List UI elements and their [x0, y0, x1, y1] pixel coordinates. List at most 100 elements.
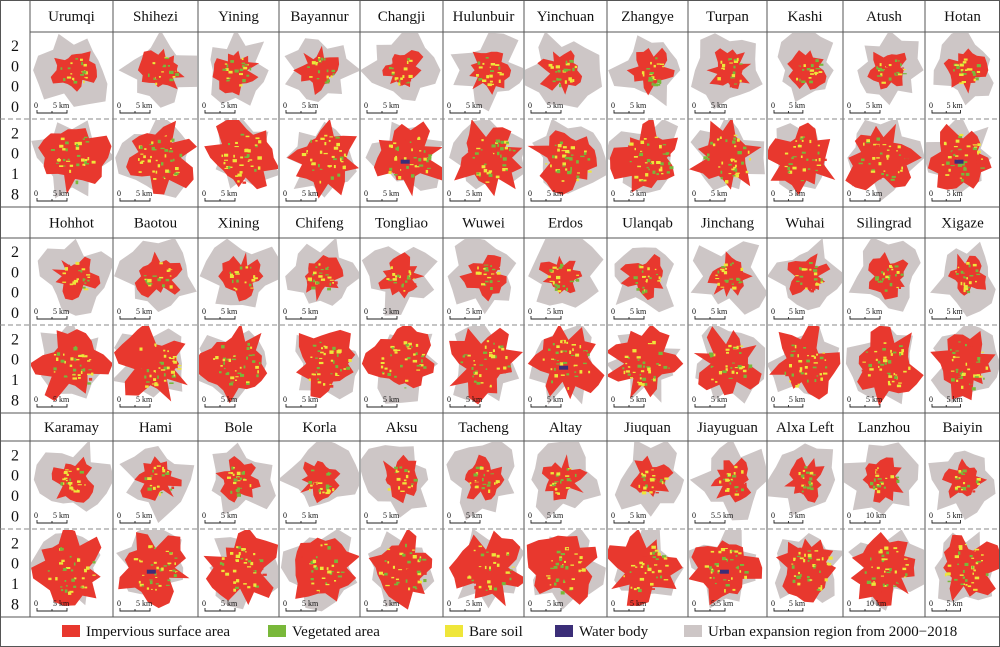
urban-land-patch	[373, 121, 442, 197]
scale-bar-zero: 0	[202, 307, 206, 316]
scale-bar-zero: 0	[771, 307, 775, 316]
scale-bar: 0 5 km	[202, 101, 238, 114]
scale-bar-length: 5 km	[302, 599, 319, 608]
urban-land-patch	[942, 458, 988, 499]
scale-bar: 0 5 km	[771, 511, 806, 524]
scale-bar-zero: 0	[283, 101, 287, 110]
urban-land-patch	[927, 123, 992, 190]
urban-land-patch	[948, 253, 987, 296]
urban-land-patch	[862, 457, 904, 503]
scale-bar-length: 5 km	[630, 307, 647, 316]
legend-item: Bare soil	[445, 624, 523, 640]
city-map	[361, 246, 438, 316]
scale-bar-length: 10 km	[866, 511, 887, 520]
year-digit: 0	[11, 99, 19, 116]
urban-land-patch	[768, 122, 836, 195]
city-map	[280, 442, 359, 507]
legend-swatch	[555, 625, 573, 637]
scale-bar-length: 5.5 km	[711, 511, 734, 520]
year-digit: 0	[11, 468, 19, 485]
urban-land-patch	[527, 130, 598, 195]
scale-bar: 0 5 km	[611, 101, 647, 114]
scale-bar-length: 5 km	[547, 395, 564, 404]
scale-bar-length: 5 km	[547, 511, 564, 520]
scale-bar-length: 5 km	[711, 101, 728, 110]
city-map	[284, 38, 359, 102]
scale-bar-zero: 0	[117, 189, 121, 198]
city-map	[33, 442, 112, 512]
scale-bar-length: 5 km	[789, 599, 806, 608]
scale-bar: 0 5 km	[528, 511, 564, 524]
scale-bar: 0 5 km	[528, 189, 564, 202]
scale-bar: 0 5.5 km	[692, 599, 734, 612]
city-map	[31, 326, 112, 402]
scale-bar: 0 5 km	[447, 307, 483, 320]
city-map	[768, 239, 842, 311]
city-map	[857, 33, 924, 106]
year-digit: 2	[11, 447, 19, 464]
scale-bar-zero: 0	[34, 395, 38, 404]
city-map	[367, 530, 435, 610]
year-digit: 2	[11, 125, 19, 142]
scale-bar-zero: 0	[117, 395, 121, 404]
scale-bar-zero: 0	[117, 599, 121, 608]
urban-land-patch	[857, 326, 924, 406]
scale-bar: 0 5 km	[364, 307, 400, 320]
urban-land-patch	[930, 330, 996, 401]
scale-bar-zero: 0	[692, 189, 696, 198]
scale-bar-length: 5 km	[789, 189, 806, 198]
scale-bar: 0 5 km	[117, 101, 153, 114]
urban-land-patch	[134, 456, 182, 501]
urban-land-patch	[943, 48, 989, 94]
scale-bar: 0 5 km	[929, 307, 964, 320]
scale-bar-length: 5 km	[383, 189, 400, 198]
urban-land-patch	[850, 532, 916, 607]
scale-bar: 0 5 km	[202, 189, 238, 202]
city-map	[33, 33, 108, 107]
year-digit: 2	[11, 331, 19, 348]
city-name: Xining	[218, 216, 260, 232]
scale-bar-zero: 0	[847, 511, 851, 520]
city-name: Ulanqab	[622, 216, 673, 232]
scale-bar-zero: 0	[283, 189, 287, 198]
urban-land-patch	[620, 254, 664, 301]
urban-land-patch	[383, 454, 418, 504]
city-name: Silingrad	[857, 216, 912, 232]
scale-bar-length: 5 km	[789, 101, 806, 110]
scale-bar-zero: 0	[929, 101, 933, 110]
scale-bar-zero: 0	[283, 599, 287, 608]
year-label: 2018	[11, 125, 19, 203]
scale-bar: 0 5 km	[929, 511, 964, 524]
urban-land-patch	[710, 457, 752, 503]
scale-bar-length: 5 km	[866, 307, 883, 316]
city-map	[608, 35, 681, 107]
scale-bar-length: 5 km	[547, 189, 564, 198]
city-map	[114, 326, 188, 402]
city-name: Shihezi	[133, 9, 178, 25]
urban-land-patch	[287, 120, 359, 199]
scale-bar-length: 5 km	[136, 307, 153, 316]
city-name: Hotan	[944, 9, 981, 25]
legend-swatch	[445, 625, 463, 637]
city-map	[365, 121, 442, 197]
urban-land-patch	[134, 251, 183, 298]
legend-label: Vegetated area	[292, 624, 380, 640]
urban-land-patch	[526, 535, 598, 605]
city-map	[448, 530, 523, 609]
urban-land-patch	[378, 252, 425, 299]
urban-land-patch	[787, 50, 827, 90]
urban-land-patch	[118, 532, 190, 609]
urban-land-patch	[787, 253, 831, 296]
scale-bar-length: 5 km	[711, 307, 728, 316]
scale-bar: 0 5 km	[447, 395, 483, 408]
urban-land-patch	[448, 530, 523, 607]
scale-bar: 0 5 km	[202, 395, 238, 408]
year-digit: 0	[11, 146, 19, 163]
city-name: Chifeng	[295, 216, 344, 232]
urban-land-patch	[608, 326, 684, 399]
scale-bar-zero: 0	[771, 599, 775, 608]
city-map	[286, 120, 359, 199]
scale-bar-zero: 0	[364, 189, 368, 198]
legend-label: Impervious surface area	[86, 624, 230, 640]
scale-bar: 0 5 km	[929, 599, 964, 612]
